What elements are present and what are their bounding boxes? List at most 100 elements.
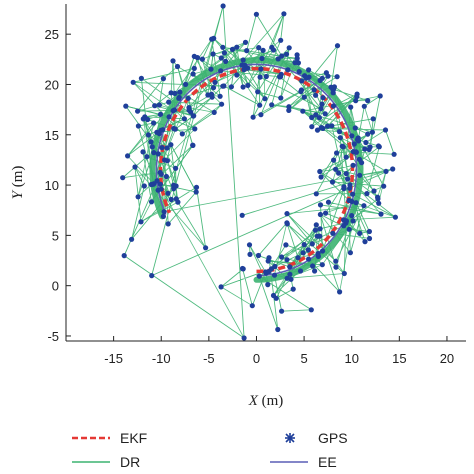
x-tick-label: -15: [104, 351, 123, 366]
dr-segment: [242, 13, 285, 61]
dr-segment: [363, 106, 373, 133]
dr-segment: [127, 155, 155, 184]
dr-segment: [319, 168, 336, 172]
gps-point: [317, 168, 323, 175]
gps-point: [299, 78, 305, 84]
gps-point: [305, 247, 311, 253]
gps-point: [212, 79, 218, 85]
gps-point: [161, 209, 167, 215]
gps-point: [166, 114, 172, 120]
gps-point: [330, 230, 336, 236]
gps-point: [244, 48, 250, 54]
gps-point: [301, 94, 307, 100]
gps-point: [366, 228, 372, 235]
gps-point: [346, 197, 352, 204]
gps-point: [286, 104, 292, 110]
dr-segment: [132, 81, 174, 112]
gps-point: [135, 194, 141, 200]
gps-point: [287, 264, 293, 270]
gps-point: [203, 245, 209, 251]
gps-point: [272, 263, 278, 270]
gps-point: [121, 253, 127, 259]
gps-point: [336, 129, 343, 135]
gps-point: [295, 255, 301, 261]
gps-point: [347, 250, 353, 256]
y-tick-label: 25: [45, 27, 59, 42]
gps-point: [175, 199, 181, 205]
gps-point: [365, 131, 371, 137]
gps-point: [322, 111, 328, 117]
dr-segment: [175, 115, 194, 130]
gps-point: [313, 92, 319, 98]
gps-point: [160, 127, 166, 133]
gps-point: [145, 132, 151, 138]
x-tick-label: 0: [253, 351, 260, 366]
gps-point: [257, 74, 263, 80]
gps-point: [362, 146, 368, 152]
gps-point: [263, 73, 269, 80]
gps-point: [383, 168, 389, 174]
gps-point: [352, 125, 358, 131]
gps-point: [382, 127, 389, 133]
dr-segment: [286, 205, 364, 214]
gps-point: [120, 175, 126, 181]
gps-point: [287, 271, 293, 277]
gps-point: [330, 90, 336, 96]
gps-point: [350, 191, 356, 197]
gps-point: [218, 68, 224, 74]
gps-point: [218, 55, 224, 61]
gps-point: [258, 66, 264, 72]
gps-point: [123, 103, 129, 109]
gps-point: [249, 303, 255, 309]
gps-point: [361, 103, 367, 109]
gps-point: [208, 66, 214, 72]
gps-point: [191, 53, 197, 60]
gps-point: [347, 182, 353, 188]
gps-point: [311, 87, 317, 93]
gps-point: [309, 124, 315, 130]
dr-segment: [164, 168, 393, 213]
gps-point: [234, 72, 240, 78]
gps-point: [325, 73, 331, 79]
gps-point: [219, 101, 225, 107]
gps-point: [220, 3, 226, 9]
gps-point: [191, 65, 197, 71]
gps-point: [353, 149, 359, 155]
gps-point: [239, 212, 245, 218]
gps-point: [168, 196, 174, 203]
gps-point: [155, 187, 161, 193]
gps-point: [316, 115, 322, 121]
gps-point: [361, 203, 367, 209]
gps-point: [151, 120, 157, 126]
gps-point: [367, 144, 373, 150]
gps-point: [125, 153, 131, 159]
dr-segment: [287, 273, 345, 279]
gps-point: [148, 199, 155, 205]
gps-point: [309, 241, 315, 247]
gps-point: [349, 133, 355, 139]
gps-point: [308, 307, 314, 313]
gps-point: [378, 211, 384, 217]
gps-point: [354, 94, 360, 100]
gps-point: [334, 74, 340, 80]
gps-point: [286, 45, 292, 51]
gps-point: [220, 83, 226, 89]
gps-point: [151, 150, 157, 156]
gps-point: [191, 113, 197, 119]
gps-point: [275, 56, 281, 62]
gps-point: [152, 103, 158, 109]
dr-segment: [349, 228, 370, 232]
gps-point: [283, 242, 289, 248]
dr-segment: [156, 180, 245, 339]
gps-point: [317, 211, 323, 218]
gps-point: [381, 183, 387, 189]
gps-point: [209, 94, 215, 100]
gps-point: [330, 103, 337, 109]
gps-point: [314, 127, 321, 133]
gps-point: [130, 79, 136, 85]
gps-point: [220, 44, 226, 50]
gps-point: [313, 112, 319, 118]
gps-point: [333, 166, 339, 172]
dr-segment: [214, 69, 245, 83]
